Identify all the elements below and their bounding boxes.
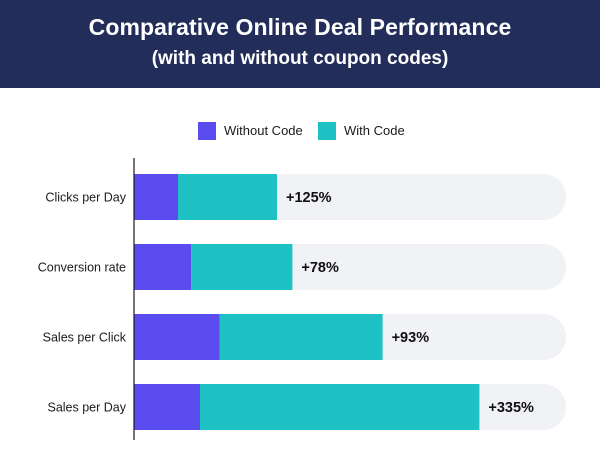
page-title: Comparative Online Deal Performance <box>88 14 512 40</box>
category-label-clicks-per-day: Clicks per Day <box>45 191 126 205</box>
legend-label-without-code: Without Code <box>224 123 303 138</box>
legend-swatch-without-code <box>198 122 216 140</box>
category-label-sales-per-day: Sales per Day <box>47 401 126 415</box>
page-subtitle: (with and without coupon codes) <box>151 48 449 69</box>
bar-with-code-conversion-rate <box>191 244 293 290</box>
bar-without-code-sales-per-day <box>134 384 200 430</box>
bar-without-code-clicks-per-day <box>134 174 178 220</box>
bar-without-code-conversion-rate <box>134 244 192 290</box>
change-label-sales-per-click: +93% <box>392 330 430 346</box>
bar-with-code-sales-per-day <box>200 384 480 430</box>
change-label-conversion-rate: +78% <box>301 260 339 276</box>
header-banner: Comparative Online Deal Performance (wit… <box>0 0 600 88</box>
change-label-clicks-per-day: +125% <box>286 190 332 206</box>
bar-without-code-sales-per-click <box>134 314 220 360</box>
legend-swatch-with-code <box>318 122 336 140</box>
legend-label-with-code: With Code <box>344 123 405 138</box>
chart-legend: Without Code With Code <box>0 120 600 142</box>
category-label-sales-per-click: Sales per Click <box>43 331 127 345</box>
category-label-conversion-rate: Conversion rate <box>38 261 126 275</box>
bar-with-code-sales-per-click <box>219 314 383 360</box>
change-label-sales-per-day: +335% <box>488 400 534 416</box>
bar-with-code-clicks-per-day <box>178 174 277 220</box>
